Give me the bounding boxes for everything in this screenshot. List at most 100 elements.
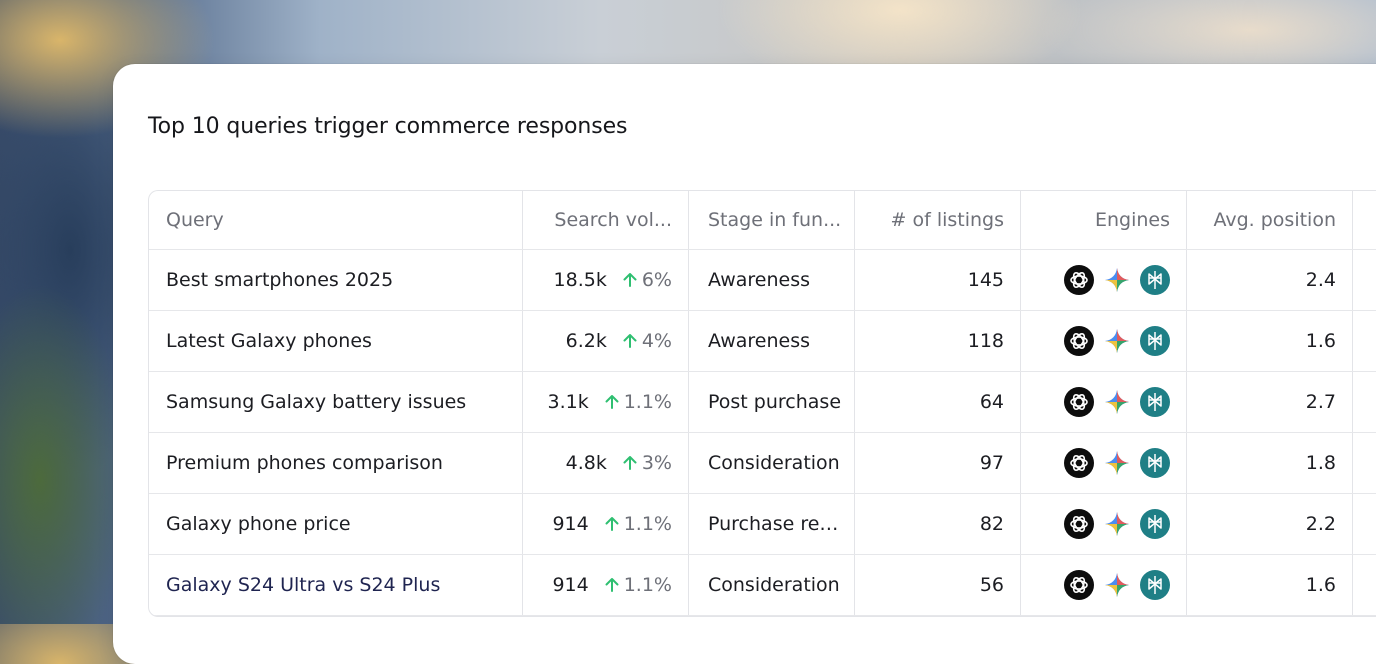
perplexity-icon <box>1140 448 1170 478</box>
trend-value: 1.1% <box>623 391 672 413</box>
stage-cell: Consideration <box>689 555 855 615</box>
query-cell: Latest Galaxy phones <box>149 311 523 371</box>
arrow-up-icon <box>623 334 637 348</box>
perplexity-icon <box>1140 387 1170 417</box>
query-text[interactable]: Galaxy S24 Ultra vs S24 Plus <box>166 574 441 596</box>
search-volume-cell: 4.8k 3% <box>523 433 689 493</box>
perplexity-icon <box>1140 509 1170 539</box>
query-cell: Samsung Galaxy battery issues <box>149 372 523 432</box>
query-cell: Best smartphones 2025 <box>149 250 523 310</box>
extra-cell <box>1353 311 1376 371</box>
query-text[interactable]: Samsung Galaxy battery issues <box>166 391 467 413</box>
extra-cell <box>1353 250 1376 310</box>
search-volume-value: 914 <box>552 574 589 596</box>
query-cell: Premium phones comparison <box>149 433 523 493</box>
column-header-query[interactable]: Query <box>149 191 523 249</box>
search-volume-value: 3.1k <box>547 391 589 413</box>
avg-position-cell: 1.6 <box>1187 311 1353 371</box>
perplexity-icon <box>1140 326 1170 356</box>
perplexity-icon <box>1140 570 1170 600</box>
search-volume-value: 18.5k <box>553 269 607 291</box>
trend-value: 1.1% <box>623 513 672 535</box>
trend-value: 4% <box>641 330 672 352</box>
column-header-listings[interactable]: # of listings <box>855 191 1021 249</box>
query-text[interactable]: Galaxy phone price <box>166 513 351 535</box>
search-volume-value: 914 <box>552 513 589 535</box>
arrow-up-icon <box>623 273 637 287</box>
query-cell: Galaxy phone price <box>149 494 523 554</box>
trend-value: 3% <box>641 452 672 474</box>
avg-position-cell: 1.8 <box>1187 433 1353 493</box>
gemini-icon <box>1105 390 1129 414</box>
stage-cell: Post purchase <box>689 372 855 432</box>
column-header-engines[interactable]: Engines <box>1021 191 1187 249</box>
search-volume-value: 4.8k <box>565 452 607 474</box>
extra-cell <box>1353 433 1376 493</box>
avg-position-cell: 2.4 <box>1187 250 1353 310</box>
openai-icon <box>1064 570 1094 600</box>
gemini-icon <box>1105 268 1129 292</box>
stage-cell: Purchase research <box>689 494 855 554</box>
engines-cell <box>1021 433 1187 493</box>
engines-group <box>1064 509 1170 539</box>
column-header-avg-position[interactable]: Avg. position <box>1187 191 1353 249</box>
table-row[interactable]: Galaxy phone price 914 1.1% Purchase res… <box>149 494 1376 555</box>
engines-cell <box>1021 555 1187 615</box>
listings-cell: 97 <box>855 433 1021 493</box>
arrow-up-icon <box>605 578 619 592</box>
column-header-more <box>1353 191 1376 249</box>
trend-value: 6% <box>641 269 672 291</box>
stage-cell: Consideration <box>689 433 855 493</box>
search-volume-cell: 914 1.1% <box>523 555 689 615</box>
engines-group <box>1064 387 1170 417</box>
search-volume-cell: 18.5k 6% <box>523 250 689 310</box>
listings-cell: 82 <box>855 494 1021 554</box>
openai-icon <box>1064 326 1094 356</box>
stage-cell: Awareness <box>689 250 855 310</box>
openai-icon <box>1064 265 1094 295</box>
table-row[interactable]: Premium phones comparison 4.8k 3% Consid… <box>149 433 1376 494</box>
listings-cell: 118 <box>855 311 1021 371</box>
arrow-up-icon <box>605 395 619 409</box>
stage-text: Post purchase <box>708 391 842 413</box>
gemini-icon <box>1105 512 1129 536</box>
query-text[interactable]: Premium phones comparison <box>166 452 443 474</box>
table-row[interactable]: Galaxy S24 Ultra vs S24 Plus 914 1.1% Co… <box>149 555 1376 616</box>
table-row[interactable]: Samsung Galaxy battery issues 3.1k 1.1% … <box>149 372 1376 433</box>
column-header-stage[interactable]: Stage in fun... <box>689 191 855 249</box>
listings-cell: 145 <box>855 250 1021 310</box>
panel-title: Top 10 queries trigger commerce response… <box>148 114 628 139</box>
listings-cell: 56 <box>855 555 1021 615</box>
stage-text: Consideration <box>708 452 840 474</box>
table-row[interactable]: Latest Galaxy phones 6.2k 4% Awareness 1… <box>149 311 1376 372</box>
engines-cell <box>1021 494 1187 554</box>
openai-icon <box>1064 509 1094 539</box>
avg-position-cell: 2.2 <box>1187 494 1353 554</box>
table-row[interactable]: Best smartphones 2025 18.5k 6% Awareness… <box>149 250 1376 311</box>
arrow-up-icon <box>623 456 637 470</box>
query-text[interactable]: Latest Galaxy phones <box>166 330 372 352</box>
stage-cell: Awareness <box>689 311 855 371</box>
avg-position-cell: 2.7 <box>1187 372 1353 432</box>
search-volume-cell: 3.1k 1.1% <box>523 372 689 432</box>
perplexity-icon <box>1140 265 1170 295</box>
extra-cell <box>1353 494 1376 554</box>
queries-panel: Top 10 queries trigger commerce response… <box>113 64 1376 664</box>
extra-cell <box>1353 555 1376 615</box>
trend-indicator: 4% <box>621 330 672 352</box>
trend-value: 1.1% <box>623 574 672 596</box>
column-header-search-volume[interactable]: Search vol... <box>523 191 689 249</box>
stage-text: Consideration <box>708 574 840 596</box>
engines-group <box>1064 326 1170 356</box>
listings-cell: 64 <box>855 372 1021 432</box>
trend-indicator: 1.1% <box>603 513 672 535</box>
engines-group <box>1064 265 1170 295</box>
stage-text: Awareness <box>708 330 811 352</box>
openai-icon <box>1064 387 1094 417</box>
trend-indicator: 6% <box>621 269 672 291</box>
gemini-icon <box>1105 573 1129 597</box>
query-text[interactable]: Best smartphones 2025 <box>166 269 394 291</box>
queries-table: Query Search vol... Stage in fun... # of… <box>148 190 1376 617</box>
gemini-icon <box>1105 451 1129 475</box>
query-cell: Galaxy S24 Ultra vs S24 Plus <box>149 555 523 615</box>
